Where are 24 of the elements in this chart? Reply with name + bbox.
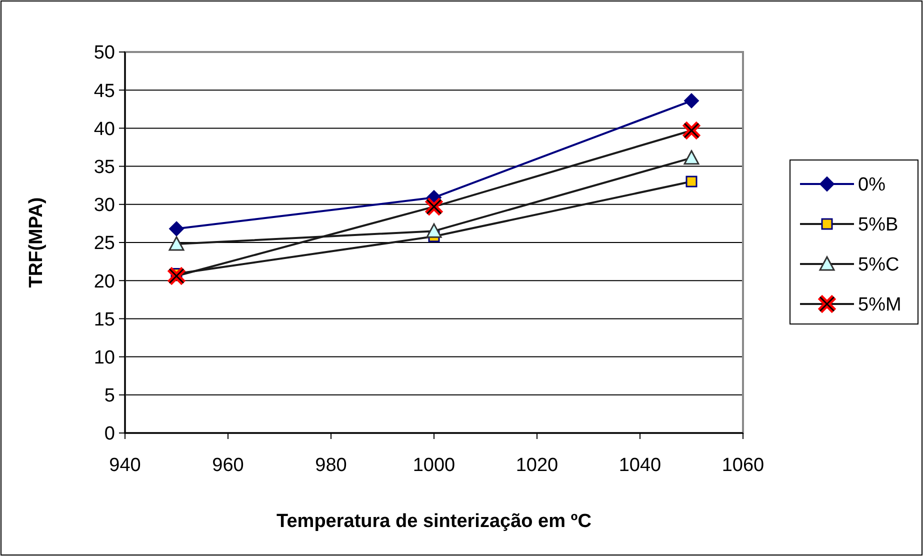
y-tick-label: 10	[94, 347, 115, 368]
x-tick-label: 960	[212, 455, 244, 476]
x-axis-title: Temperatura de sinterização em ºC	[276, 511, 592, 532]
legend-label: 0%	[858, 174, 886, 196]
x-tick-label: 1020	[516, 455, 558, 476]
x-tick-label: 1040	[618, 455, 662, 476]
y-tick-label: 30	[94, 195, 115, 216]
x-tick-label: 1000	[412, 455, 456, 476]
y-axis-title: TRF(MPA)	[26, 197, 47, 288]
y-tick-label: 35	[94, 156, 115, 178]
x-tick-label: 980	[315, 455, 347, 476]
y-tick-label: 0	[104, 424, 115, 445]
y-tick-label: 5	[104, 386, 115, 407]
legend-label: 5%M	[858, 294, 902, 316]
y-tick-label: 40	[94, 118, 115, 140]
y-tick-label: 20	[94, 271, 115, 292]
y-tick-label: 50	[94, 42, 115, 64]
legend-label: 5%B	[858, 214, 898, 236]
x-tick-label: 1060	[722, 455, 764, 476]
y-tick-label: 45	[94, 80, 115, 102]
x-tick-label: 940	[109, 455, 141, 476]
y-tick-label: 15	[94, 309, 115, 330]
legend-label: 5%C	[858, 254, 900, 276]
y-tick-label: 25	[94, 233, 115, 254]
